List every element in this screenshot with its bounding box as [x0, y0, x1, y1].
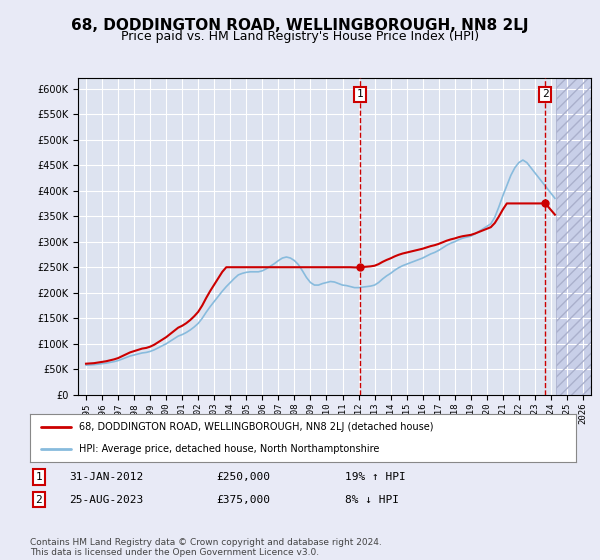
- Text: 2: 2: [35, 494, 43, 505]
- Text: 31-JAN-2012: 31-JAN-2012: [69, 472, 143, 482]
- Text: 68, DODDINGTON ROAD, WELLINGBOROUGH, NN8 2LJ: 68, DODDINGTON ROAD, WELLINGBOROUGH, NN8…: [71, 18, 529, 33]
- Text: 2: 2: [542, 90, 548, 100]
- Text: HPI: Average price, detached house, North Northamptonshire: HPI: Average price, detached house, Nort…: [79, 444, 380, 454]
- Text: 1: 1: [35, 472, 43, 482]
- Bar: [556, 78, 591, 395]
- Text: Price paid vs. HM Land Registry's House Price Index (HPI): Price paid vs. HM Land Registry's House …: [121, 30, 479, 43]
- Text: 8% ↓ HPI: 8% ↓ HPI: [345, 494, 399, 505]
- Text: Contains HM Land Registry data © Crown copyright and database right 2024.
This d: Contains HM Land Registry data © Crown c…: [30, 538, 382, 557]
- Bar: [556, 78, 591, 395]
- Text: £375,000: £375,000: [216, 494, 270, 505]
- Text: 19% ↑ HPI: 19% ↑ HPI: [345, 472, 406, 482]
- Text: 1: 1: [356, 90, 363, 100]
- Text: 68, DODDINGTON ROAD, WELLINGBOROUGH, NN8 2LJ (detached house): 68, DODDINGTON ROAD, WELLINGBOROUGH, NN8…: [79, 422, 434, 432]
- Text: £250,000: £250,000: [216, 472, 270, 482]
- Text: 25-AUG-2023: 25-AUG-2023: [69, 494, 143, 505]
